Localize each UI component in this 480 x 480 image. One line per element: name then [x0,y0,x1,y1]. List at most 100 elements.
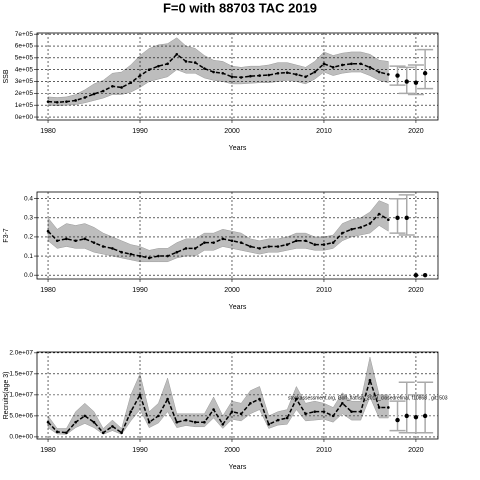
estimate-point [212,408,215,411]
estimate-point [184,418,188,422]
estimate-point [46,100,50,103]
x-tick-label: 2020 [408,128,424,135]
projection-point [422,413,428,419]
estimate-point [276,71,280,75]
estimate-line [47,377,389,434]
projection-point [404,79,409,84]
error-bar [417,381,434,434]
estimate-point [120,250,123,254]
estimate-point [147,420,151,424]
y-tick-label: 6e+05 [15,43,34,50]
estimate-point [387,218,390,222]
x-tick-label: 2020 [408,287,424,294]
projection-point [413,80,419,85]
estimate-point [258,247,261,250]
estimate-point [258,74,261,77]
y-tick-label: 1.0e+07 [9,392,33,399]
estimate-point [129,410,133,413]
y-tick-label: 7e+05 [15,31,34,38]
estimate-point [276,418,280,422]
error-bar [389,400,406,432]
x-tick-label: 1990 [132,128,148,135]
estimate-point [313,410,317,413]
estimate-point [285,416,289,420]
y-tick-label: 2.0e+07 [9,350,33,357]
estimate-point [175,250,179,254]
estimate-point [74,239,77,243]
plot-frame [36,351,439,440]
estimate-line [47,213,389,259]
estimate-point [387,73,390,76]
estimate-point [101,431,105,434]
estimate-point [55,430,59,434]
estimate-point [65,100,68,103]
estimate-point [331,241,335,244]
estimate-point [129,81,133,85]
annotation: stockassessment.org, Golf_flatfish_2019_… [288,395,448,401]
estimate-point [350,410,353,413]
estimate-point [285,243,289,246]
x-tick-label: 1980 [40,447,56,454]
estimate-point [138,393,142,397]
estimate-point [193,247,197,250]
estimate-point [304,239,307,243]
projection-point [395,73,400,78]
estimate-point [83,414,87,418]
projection-point [413,414,419,420]
estimate-point [322,62,326,66]
estimate-point [350,62,353,66]
estimate-point [331,66,335,69]
projection-point [395,417,400,423]
estimate-point [138,254,142,258]
estimate-point [267,245,271,248]
estimate-point [147,256,151,260]
estimate-point [258,397,261,401]
y-tick-label: 0.4 [24,195,33,202]
projection-point [422,272,428,278]
plot-frame [36,32,439,121]
estimate-point [166,254,169,258]
error-bar [407,64,424,96]
estimate-point [147,68,151,71]
estimate-point [239,76,243,79]
projection-point [422,71,428,76]
estimate-point [387,406,390,409]
x-tick-label: 1980 [40,128,56,135]
estimate-point [377,70,381,74]
estimate-point [111,425,114,428]
error-bar [398,194,415,236]
estimate-point [295,73,298,76]
y-tick-label: 0e+00 [15,114,34,121]
estimate-point [249,74,252,78]
y-tick-label: 0.0 [24,272,33,279]
estimate-point [249,401,252,405]
x-tick-label: 2000 [224,287,240,294]
y-tick-label: 3e+05 [15,78,34,85]
estimate-point [175,420,179,424]
estimate-point [239,412,243,416]
estimate-point [304,75,307,79]
estimate-point [193,420,197,424]
estimate-point [111,84,114,88]
x-axis-label: Years [229,304,247,311]
estimate-point [267,422,271,426]
confidence-band [47,200,389,263]
estimate-point [55,239,59,243]
x-tick-label: 2010 [316,287,332,294]
estimate-point [203,241,206,244]
estimate-point [83,96,87,99]
estimate-point [377,406,381,409]
estimate-point [239,241,243,244]
estimate-point [276,245,280,248]
y-tick-label: 5e+05 [15,55,34,62]
estimate-point [74,420,77,424]
estimate-point [295,397,298,401]
estimate-point [203,67,206,70]
estimate-line [47,53,389,103]
plot-frame [36,191,439,280]
estimate-point [230,75,234,79]
estimate-point [92,92,96,96]
y-tick-label: 2e+05 [15,90,34,97]
estimate-point [368,66,372,69]
